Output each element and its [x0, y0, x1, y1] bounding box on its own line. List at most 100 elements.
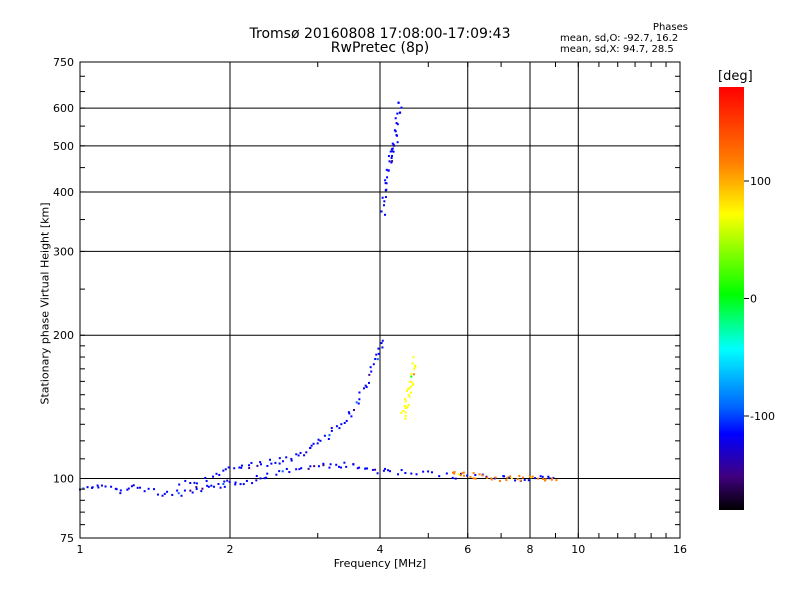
- data-point: [400, 469, 403, 472]
- data-point: [176, 489, 179, 492]
- data-point: [548, 477, 551, 480]
- data-point: [404, 414, 407, 417]
- data-point: [404, 411, 407, 414]
- data-point: [403, 405, 406, 408]
- data-point: [347, 411, 350, 414]
- data-point: [163, 492, 166, 495]
- data-point: [234, 481, 237, 484]
- data-point: [177, 492, 180, 495]
- data-point: [278, 470, 281, 473]
- data-point: [300, 467, 303, 470]
- data-point: [82, 487, 85, 490]
- data-point: [371, 468, 374, 471]
- phase-stats-o-mode: mean, sd,O: -92.7, 16.2: [560, 33, 679, 44]
- data-point: [376, 472, 379, 475]
- data-point: [457, 473, 460, 476]
- data-point: [537, 477, 540, 480]
- data-point: [552, 476, 555, 479]
- data-point: [366, 467, 369, 470]
- data-point: [555, 479, 558, 482]
- data-point: [130, 485, 133, 488]
- data-point: [395, 122, 398, 125]
- data-point: [290, 459, 293, 462]
- data-point: [399, 111, 402, 114]
- data-point: [406, 405, 409, 408]
- y-tick-label: 500: [53, 140, 74, 153]
- data-point: [381, 346, 384, 349]
- data-point: [263, 477, 266, 480]
- data-point: [412, 383, 415, 386]
- data-point: [319, 439, 322, 442]
- data-point: [239, 483, 242, 486]
- data-point: [180, 494, 183, 497]
- colorbar: [719, 87, 744, 510]
- data-point: [223, 480, 226, 483]
- data-point: [328, 466, 331, 469]
- data-point: [278, 457, 281, 460]
- data-point: [490, 477, 493, 480]
- data-point: [396, 141, 399, 144]
- data-point: [242, 483, 245, 486]
- data-point: [364, 467, 367, 470]
- data-point: [233, 467, 236, 470]
- data-point: [527, 479, 530, 482]
- data-point: [414, 365, 417, 368]
- data-point: [350, 415, 353, 418]
- data-point: [184, 479, 187, 482]
- data-point: [402, 410, 405, 413]
- data-point: [469, 475, 472, 478]
- data-point: [396, 112, 399, 115]
- data-point: [132, 484, 135, 487]
- data-point: [390, 161, 393, 164]
- data-point: [551, 477, 554, 480]
- data-point: [409, 385, 412, 388]
- data-point: [275, 473, 278, 476]
- data-point: [547, 475, 550, 478]
- data-point: [309, 465, 312, 468]
- data-point: [474, 474, 477, 477]
- data-point: [514, 479, 517, 482]
- data-point: [86, 486, 89, 489]
- data-point: [505, 479, 508, 482]
- data-point: [510, 477, 513, 480]
- data-point: [217, 483, 220, 486]
- data-point: [389, 150, 392, 153]
- data-point: [248, 467, 251, 470]
- data-point: [542, 478, 545, 481]
- data-point: [285, 456, 288, 459]
- data-point: [238, 466, 241, 469]
- data-point: [335, 463, 338, 466]
- data-point: [392, 150, 395, 153]
- data-point: [119, 489, 122, 492]
- data-point: [352, 463, 355, 466]
- data-point: [278, 462, 281, 465]
- data-point: [459, 472, 462, 475]
- colorbar-tick-label: 100: [750, 175, 771, 188]
- data-point: [259, 477, 262, 480]
- data-point: [255, 474, 258, 477]
- data-point: [100, 484, 103, 487]
- data-point: [195, 487, 198, 490]
- data-point: [400, 106, 403, 109]
- data-point: [472, 477, 475, 480]
- data-point: [410, 372, 413, 375]
- data-point: [340, 423, 343, 426]
- data-point: [396, 123, 399, 126]
- y-tick-label: 750: [53, 56, 74, 69]
- x-tick-label: 6: [464, 543, 471, 556]
- data-point: [494, 476, 497, 479]
- data-point: [274, 461, 277, 464]
- data-point: [205, 479, 208, 482]
- data-point: [459, 474, 462, 477]
- data-point: [265, 476, 268, 479]
- data-point: [391, 147, 394, 150]
- data-point: [358, 466, 361, 469]
- data-point: [541, 475, 544, 478]
- data-point: [508, 476, 511, 479]
- data-point: [110, 485, 113, 488]
- data-point: [384, 467, 387, 470]
- data-point: [228, 480, 231, 483]
- data-point: [427, 470, 430, 473]
- data-point: [195, 486, 198, 489]
- data-point: [166, 490, 169, 493]
